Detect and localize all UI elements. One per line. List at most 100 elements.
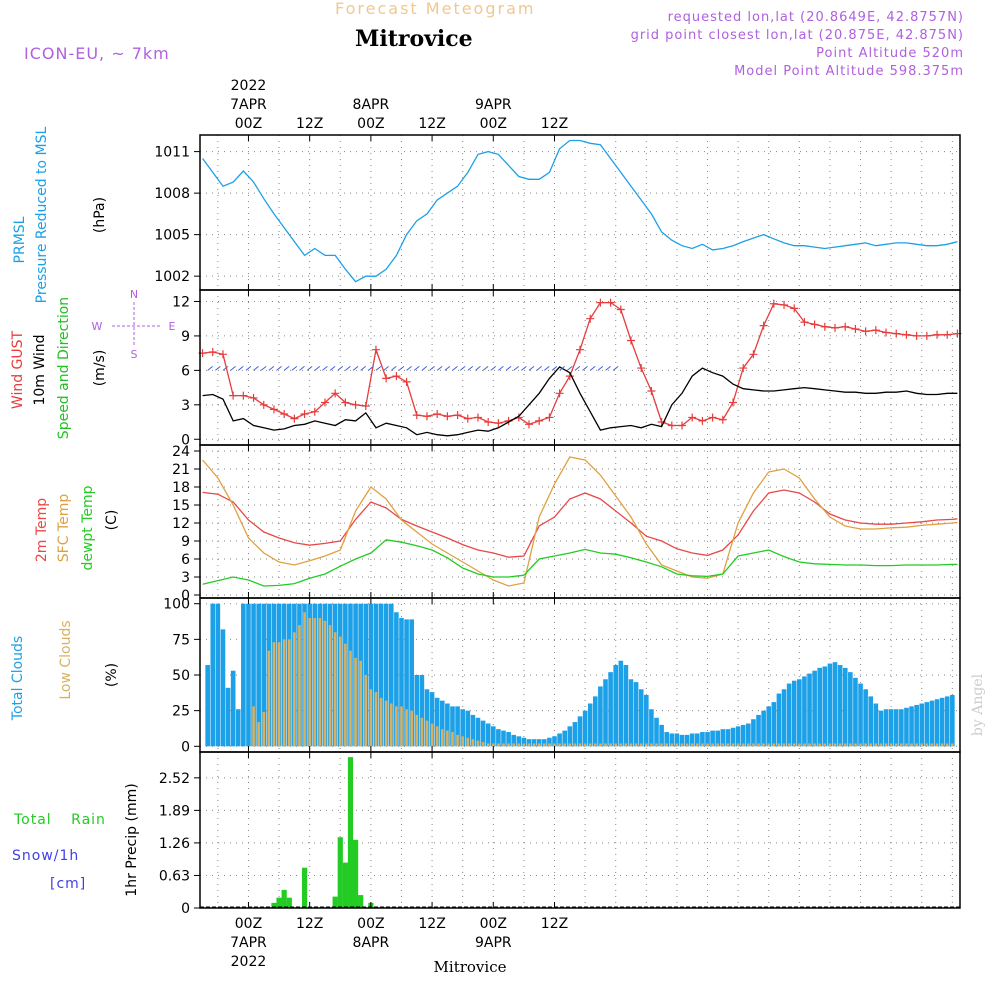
rain-bar — [352, 839, 359, 908]
total-cloud-bar — [429, 692, 435, 747]
bottom-hour-label: 12Z — [541, 916, 568, 932]
low-cloud-bar — [813, 743, 816, 747]
bottom-hour-label: 12Z — [418, 916, 445, 932]
gust-marker — [361, 401, 370, 410]
total-cloud-bar — [256, 603, 261, 747]
low-cloud-bar — [502, 743, 505, 747]
gust-marker — [739, 364, 748, 373]
gust-marker — [698, 416, 707, 425]
y-tick-label: 21 — [172, 462, 190, 478]
total-cloud-bar — [210, 603, 216, 747]
wind-direction-arrow — [429, 365, 435, 371]
low-cloud-bar — [894, 743, 898, 747]
low-cloud-bar — [328, 625, 332, 747]
total-cloud-bar — [720, 729, 726, 747]
low-cloud-bar — [578, 743, 582, 747]
panel-frame — [199, 751, 961, 909]
low-cloud-bar — [440, 729, 444, 747]
low-cloud-bar — [920, 743, 924, 747]
wind-direction-arrow — [306, 365, 313, 371]
wind-direction-arrow — [322, 365, 328, 371]
gust-marker — [300, 410, 309, 418]
gust-marker — [851, 325, 860, 334]
low-cloud-bar — [395, 706, 398, 747]
y-tick-label: 12 — [172, 294, 190, 310]
low-cloud-bar — [624, 743, 628, 747]
static-labels: PRMSL Pressure Reduced to MSL (hPa) Wind… — [10, 126, 986, 976]
wind-dir-label: Speed and Direction — [56, 297, 72, 439]
low-cloud-bar — [619, 743, 623, 747]
low-cloud-bar — [573, 743, 577, 747]
wind-direction-arrow — [528, 365, 535, 371]
cloud-unit: (%) — [104, 663, 120, 687]
wind-direction-arrow — [612, 365, 619, 371]
low-cloud-bar — [369, 689, 373, 747]
low-cloud-bar — [690, 743, 694, 747]
wind-gust-line — [202, 301, 958, 427]
gust-marker — [576, 345, 584, 354]
product-title: Forecast Meteogram — [335, 0, 536, 18]
compass-e: E — [169, 320, 176, 333]
total-cloud-bar — [246, 603, 251, 747]
low-cloud-bar — [884, 743, 888, 747]
top-hour-label: 00Z — [357, 116, 384, 132]
total-cloud-bar — [649, 709, 654, 747]
low-cloud-bar — [634, 743, 638, 747]
gust-marker — [412, 411, 421, 420]
gust-marker — [208, 348, 217, 356]
bottom-hour-label: 00Z — [357, 916, 384, 932]
low-cloud-bar — [604, 743, 607, 747]
2m-temp-line — [202, 489, 958, 558]
total-cloud-bar — [511, 734, 516, 747]
gust-marker — [606, 298, 615, 307]
rain-bar — [286, 897, 292, 908]
total-cloud-bar — [710, 730, 715, 747]
low-cloud-bar — [696, 743, 699, 747]
total-cloud-bar — [496, 729, 501, 747]
gust-marker — [882, 328, 891, 337]
top-hour-label: 12Z — [541, 116, 568, 132]
total-cloud-bar — [220, 629, 226, 747]
total-cloud-bar — [562, 730, 567, 747]
wind-direction-arrow — [475, 365, 481, 371]
footer-station: Mitrovice — [434, 958, 507, 976]
top-hour-label: 12Z — [296, 116, 323, 132]
point-altitude: Point Altitude 520m — [816, 46, 964, 61]
low-cloud-bar — [731, 743, 735, 747]
wind-direction-arrow — [268, 365, 275, 371]
total-cloud-bar — [521, 737, 527, 747]
precip-unit: 1hr Precip (mm) — [124, 783, 140, 896]
total-cloud-bar — [638, 689, 644, 747]
gust-marker — [229, 391, 238, 400]
total-cloud-bar — [557, 733, 562, 747]
top-date-label: 8APR — [353, 97, 390, 113]
y-tick-label: 0 — [181, 739, 190, 755]
total-cloud-bar — [465, 710, 471, 747]
total-cloud-bar — [914, 704, 919, 747]
low-cloud-bar — [629, 743, 633, 747]
y-tick-label: 6 — [181, 363, 190, 379]
total-cloud-bar — [455, 706, 460, 747]
gust-marker — [627, 336, 636, 345]
low-cloud-bar — [818, 743, 822, 747]
wind-direction-arrow — [543, 365, 550, 371]
total-cloud-bar — [827, 663, 833, 747]
low-cloud-bar — [762, 743, 765, 747]
low-cloud-bar — [843, 743, 847, 747]
total-cloud-bar — [817, 667, 823, 747]
total-cloud-bar — [842, 667, 848, 747]
gust-marker — [494, 419, 503, 428]
wind-direction-arrow — [283, 365, 290, 371]
total-cloud-bar — [802, 676, 807, 747]
low-cloud-bar — [446, 730, 449, 747]
total-cloud-bar — [893, 709, 899, 747]
low-cloud-bar — [537, 743, 541, 747]
wind-direction-arrow — [299, 365, 305, 371]
low-cloud-bar — [726, 743, 730, 747]
wind-direction-arrow — [276, 365, 282, 371]
gust-marker — [637, 364, 646, 373]
low-cloud-bar — [308, 617, 311, 747]
total-cloud-bar — [613, 665, 619, 747]
total-cloud-bar — [786, 683, 792, 747]
gust-marker — [402, 377, 411, 386]
